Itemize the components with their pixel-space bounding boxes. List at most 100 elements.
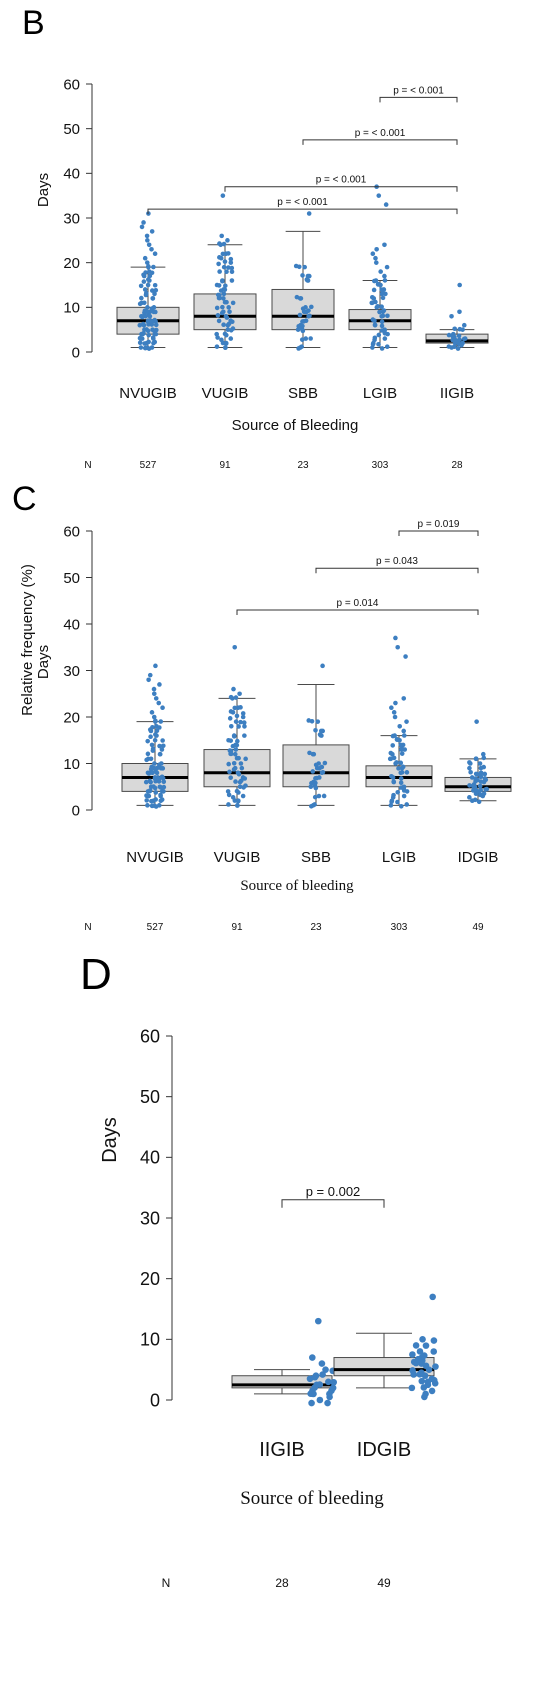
data-point bbox=[381, 308, 387, 313]
data-point bbox=[149, 288, 155, 293]
data-point bbox=[217, 292, 222, 298]
data-point bbox=[467, 783, 472, 788]
significance-bracket bbox=[281, 1199, 385, 1208]
data-point bbox=[474, 719, 479, 724]
data-point bbox=[158, 798, 164, 803]
data-point bbox=[148, 779, 153, 785]
data-point bbox=[243, 756, 248, 762]
data-point bbox=[226, 305, 231, 310]
data-point bbox=[234, 713, 240, 719]
data-point bbox=[232, 751, 238, 757]
data-point bbox=[309, 1354, 316, 1361]
y-tick-label: 60 bbox=[63, 523, 80, 540]
data-point bbox=[325, 1378, 332, 1386]
data-point bbox=[152, 251, 158, 257]
data-point bbox=[231, 734, 237, 739]
data-point bbox=[223, 332, 229, 338]
data-point bbox=[389, 705, 394, 710]
data-point bbox=[148, 734, 153, 740]
data-point bbox=[218, 288, 224, 293]
data-point bbox=[398, 742, 404, 748]
p-value-label: p = < 0.001 bbox=[355, 128, 406, 139]
x-category-label: NVUGIB bbox=[119, 385, 177, 402]
data-point bbox=[383, 202, 389, 207]
data-point bbox=[153, 309, 158, 315]
y-tick-label: 20 bbox=[63, 709, 80, 726]
data-point bbox=[376, 332, 382, 338]
data-point bbox=[382, 273, 387, 279]
data-point bbox=[220, 278, 225, 284]
y-tick-label: 30 bbox=[140, 1208, 160, 1228]
data-point bbox=[460, 340, 465, 346]
data-point bbox=[147, 788, 153, 793]
data-point bbox=[220, 251, 226, 257]
data-point bbox=[452, 326, 458, 332]
y-tick-label: 50 bbox=[63, 121, 80, 138]
n-value: 91 bbox=[219, 460, 231, 471]
significance-bracket bbox=[398, 530, 479, 536]
data-point bbox=[394, 737, 400, 742]
data-point bbox=[242, 776, 248, 781]
data-point bbox=[312, 794, 318, 800]
data-point bbox=[478, 779, 484, 784]
significance-bracket bbox=[379, 96, 458, 103]
panel-b: B 0 10 20 30 40 50 60 Days NVUGIB 527 VUGIB 91 SBB 23… bbox=[0, 0, 550, 480]
x-axis-label: Source of bleeding bbox=[240, 878, 354, 894]
data-point bbox=[375, 304, 380, 309]
data-point bbox=[229, 278, 235, 283]
n-value: 91 bbox=[231, 922, 243, 933]
p-value-label: p = 0.002 bbox=[306, 1184, 361, 1199]
data-point bbox=[219, 337, 224, 343]
data-point bbox=[238, 761, 244, 766]
data-point bbox=[422, 1390, 429, 1398]
data-point bbox=[154, 728, 160, 734]
data-point bbox=[242, 733, 247, 738]
panel-d-chart: 0 10 20 30 40 50 60 Days IIGIB 28 IDGIB 49 N Source o… bbox=[99, 1026, 439, 1590]
y-tick-label: 40 bbox=[63, 166, 80, 183]
data-point bbox=[376, 193, 382, 198]
x-category-label: NVUGIB bbox=[126, 849, 184, 866]
data-point bbox=[308, 1399, 315, 1407]
data-point bbox=[478, 770, 484, 776]
data-point bbox=[379, 323, 385, 329]
data-point bbox=[144, 798, 150, 803]
data-point bbox=[223, 345, 228, 351]
data-point bbox=[316, 793, 322, 799]
data-point bbox=[234, 755, 240, 761]
data-point bbox=[220, 193, 226, 198]
data-point bbox=[468, 769, 473, 775]
data-point bbox=[469, 775, 475, 780]
data-point bbox=[226, 761, 231, 767]
data-point bbox=[390, 743, 396, 748]
n-label: N bbox=[162, 1576, 171, 1590]
data-point bbox=[231, 686, 236, 692]
data-point bbox=[370, 341, 376, 347]
data-point bbox=[221, 322, 226, 327]
data-point bbox=[138, 345, 144, 350]
data-point bbox=[152, 761, 157, 766]
data-point bbox=[160, 738, 165, 743]
data-point bbox=[214, 305, 220, 311]
data-point bbox=[482, 776, 488, 781]
data-point bbox=[395, 799, 400, 805]
data-point bbox=[230, 743, 236, 749]
data-point bbox=[399, 746, 405, 751]
data-point bbox=[370, 317, 376, 322]
data-point bbox=[389, 773, 394, 779]
data-point bbox=[473, 771, 479, 777]
data-point bbox=[312, 1372, 320, 1380]
data-point bbox=[222, 259, 228, 264]
data-point bbox=[482, 771, 488, 777]
data-point bbox=[481, 755, 487, 761]
data-point bbox=[214, 331, 219, 337]
data-point bbox=[228, 738, 234, 743]
data-point bbox=[372, 322, 378, 328]
data-point bbox=[300, 306, 306, 311]
data-point bbox=[300, 323, 305, 329]
data-point bbox=[238, 719, 243, 725]
data-point bbox=[215, 313, 221, 318]
data-point bbox=[232, 705, 238, 711]
data-point bbox=[226, 792, 232, 798]
panel-d-label: D bbox=[80, 950, 112, 999]
data-point bbox=[300, 273, 305, 278]
